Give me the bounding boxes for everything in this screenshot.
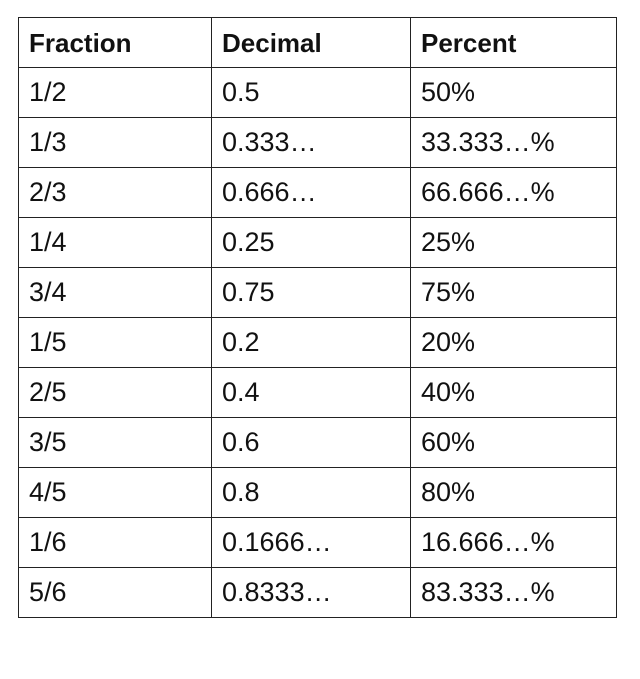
decimal-cell: 0.4 [211, 367, 411, 418]
table-row: 2/3 0.666… 66.666…% [18, 167, 617, 218]
decimal-cell: 0.8 [211, 467, 411, 518]
percent-cell: 33.333…% [410, 117, 617, 168]
percent-cell: 25% [410, 217, 617, 268]
fraction-cell: 1/3 [18, 117, 212, 168]
decimal-cell: 0.6 [211, 417, 411, 468]
percent-cell: 83.333…% [410, 567, 617, 618]
header-decimal: Decimal [211, 17, 411, 68]
decimal-cell: 0.333… [211, 117, 411, 168]
table-row: 3/5 0.6 60% [18, 417, 617, 468]
percent-cell: 66.666…% [410, 167, 617, 218]
percent-cell: 40% [410, 367, 617, 418]
percent-cell: 60% [410, 417, 617, 468]
percent-cell: 75% [410, 267, 617, 318]
fraction-cell: 4/5 [18, 467, 212, 518]
fraction-cell: 1/2 [18, 67, 212, 118]
header-fraction: Fraction [18, 17, 212, 68]
fraction-cell: 1/4 [18, 217, 212, 268]
fraction-cell: 1/6 [18, 517, 212, 568]
fraction-cell: 1/5 [18, 317, 212, 368]
fraction-cell: 3/4 [18, 267, 212, 318]
decimal-cell: 0.75 [211, 267, 411, 318]
fraction-decimal-percent-table: Fraction Decimal Percent 1/2 0.5 50% 1/3… [18, 17, 617, 618]
decimal-cell: 0.8333… [211, 567, 411, 618]
percent-cell: 50% [410, 67, 617, 118]
decimal-cell: 0.666… [211, 167, 411, 218]
decimal-cell: 0.2 [211, 317, 411, 368]
table-row: 1/4 0.25 25% [18, 217, 617, 268]
percent-cell: 20% [410, 317, 617, 368]
header-row: Fraction Decimal Percent [18, 17, 617, 68]
header-percent: Percent [410, 17, 617, 68]
decimal-cell: 0.25 [211, 217, 411, 268]
fraction-cell: 3/5 [18, 417, 212, 468]
table-row: 1/3 0.333… 33.333…% [18, 117, 617, 168]
table-row: 5/6 0.8333… 83.333…% [18, 567, 617, 618]
decimal-cell: 0.5 [211, 67, 411, 118]
table-row: 1/6 0.1666… 16.666…% [18, 517, 617, 568]
percent-cell: 16.666…% [410, 517, 617, 568]
fraction-cell: 2/3 [18, 167, 212, 218]
table-row: 3/4 0.75 75% [18, 267, 617, 318]
conversion-table-container: Fraction Decimal Percent 1/2 0.5 50% 1/3… [18, 17, 617, 618]
table-row: 2/5 0.4 40% [18, 367, 617, 418]
table-row: 1/2 0.5 50% [18, 67, 617, 118]
decimal-cell: 0.1666… [211, 517, 411, 568]
table-row: 4/5 0.8 80% [18, 467, 617, 518]
fraction-cell: 5/6 [18, 567, 212, 618]
percent-cell: 80% [410, 467, 617, 518]
table-row: 1/5 0.2 20% [18, 317, 617, 368]
fraction-cell: 2/5 [18, 367, 212, 418]
